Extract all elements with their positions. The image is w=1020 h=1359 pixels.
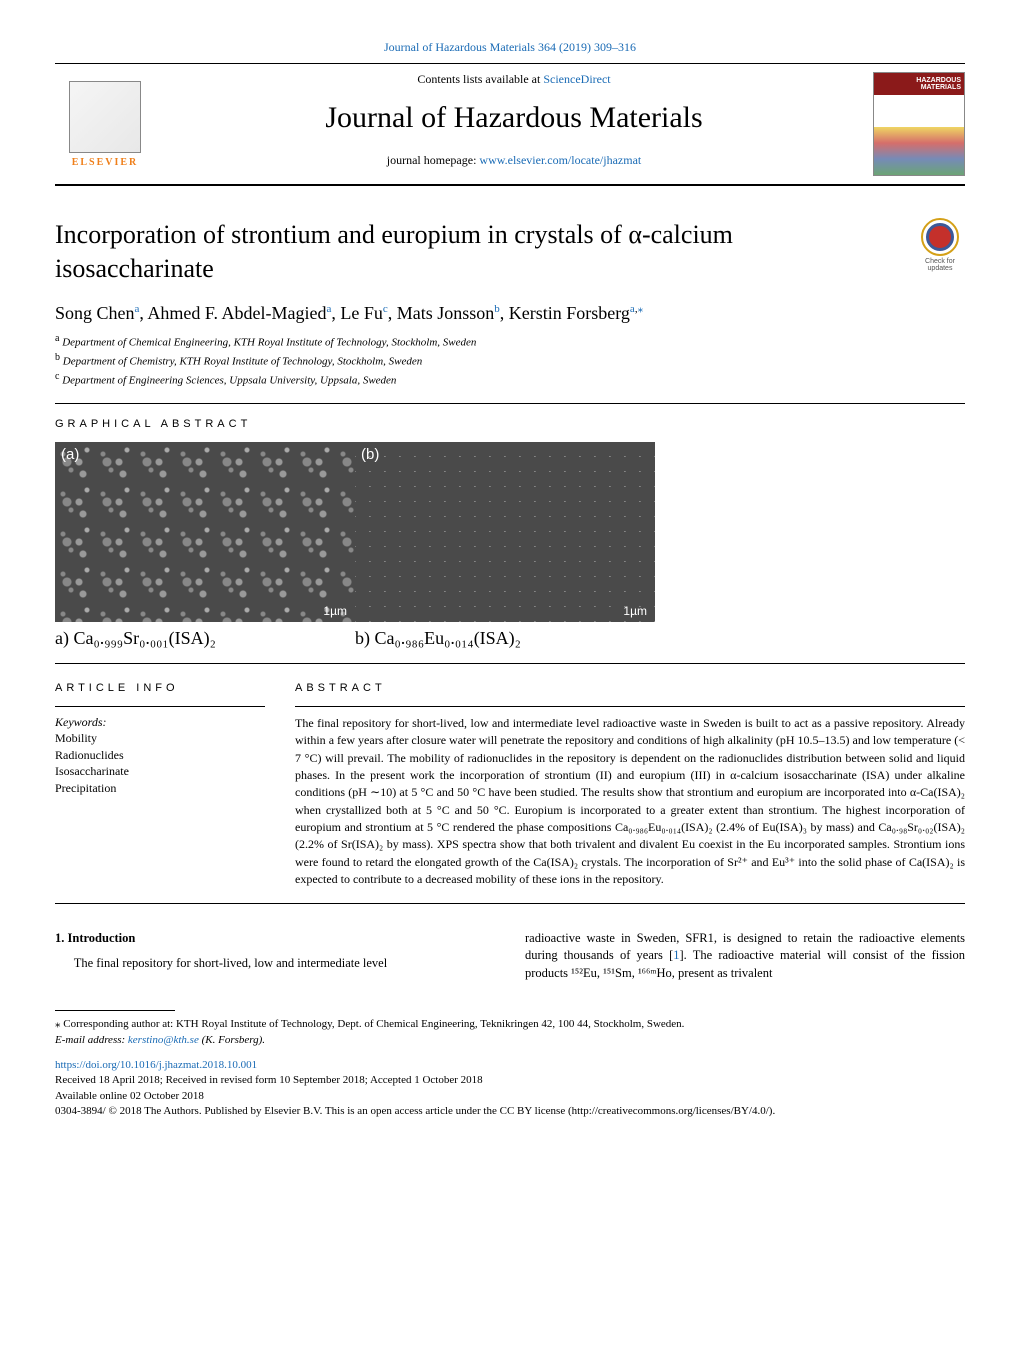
sem-image-b: (b) 1µm bbox=[355, 442, 655, 622]
keyword-item: Isosaccharinate bbox=[55, 763, 265, 780]
doi-link[interactable]: https://doi.org/10.1016/j.jhazmat.2018.1… bbox=[55, 1059, 257, 1071]
divider bbox=[55, 903, 965, 904]
sem-image-a: (a) 1µm bbox=[55, 442, 355, 622]
journal-masthead: Journal of Hazardous Materials bbox=[155, 101, 873, 135]
check-updates-badge[interactable]: Check for updates bbox=[915, 218, 965, 272]
header-center: Contents lists available at ScienceDirec… bbox=[155, 64, 873, 184]
page-container: Journal of Hazardous Materials 364 (2019… bbox=[0, 0, 1020, 1359]
abstract-col: ABSTRACT The final repository for short-… bbox=[295, 678, 965, 889]
footer-rule bbox=[55, 1010, 175, 1011]
article-title: Incorporation of strontium and europium … bbox=[55, 218, 895, 286]
homepage-link[interactable]: www.elsevier.com/locate/jhazmat bbox=[479, 153, 641, 167]
cover-title: HAZARDOUS MATERIALS bbox=[874, 73, 964, 95]
citation-header: Journal of Hazardous Materials 364 (2019… bbox=[55, 40, 965, 55]
elsevier-tree-icon bbox=[69, 81, 141, 153]
info-abstract-row: ARTICLE INFO Keywords: MobilityRadionucl… bbox=[55, 678, 965, 889]
intro-col-2: radioactive waste in Sweden, SFR1, is de… bbox=[525, 930, 965, 983]
homepage-line: journal homepage: www.elsevier.com/locat… bbox=[155, 153, 873, 168]
contents-line: Contents lists available at ScienceDirec… bbox=[155, 72, 873, 87]
sem-scale-a: 1µm bbox=[323, 604, 347, 618]
title-row: Incorporation of strontium and europium … bbox=[55, 218, 965, 286]
graphical-abstract-label: GRAPHICAL ABSTRACT bbox=[55, 418, 965, 430]
check-updates-label: Check for updates bbox=[915, 258, 965, 272]
publisher-name: ELSEVIER bbox=[72, 157, 139, 168]
email-line: E-mail address: kerstino@kth.se (K. Fors… bbox=[55, 1033, 965, 1048]
copyright-line: 0304-3894/ © 2018 The Authors. Published… bbox=[55, 1104, 965, 1119]
introduction-row: 1. Introduction The final repository for… bbox=[55, 930, 965, 983]
crossmark-icon bbox=[921, 218, 959, 256]
divider bbox=[55, 403, 965, 404]
doi-line: https://doi.org/10.1016/j.jhazmat.2018.1… bbox=[55, 1058, 965, 1073]
journal-header: ELSEVIER Contents lists available at Sci… bbox=[55, 63, 965, 186]
footer-block: ⁎ Corresponding author at: KTH Royal Ins… bbox=[55, 1010, 965, 1119]
available-line: Available online 02 October 2018 bbox=[55, 1089, 965, 1104]
keyword-item: Precipitation bbox=[55, 780, 265, 797]
graphical-abstract: (a) 1µm (b) 1µm a) Ca₀.₉₉₉Sr₀.₀₀₁(ISA)₂ … bbox=[55, 442, 965, 649]
article-info-col: ARTICLE INFO Keywords: MobilityRadionucl… bbox=[55, 678, 265, 889]
received-line: Received 18 April 2018; Received in revi… bbox=[55, 1073, 965, 1088]
authors-line: Song Chena, Ahmed F. Abdel-Magieda, Le F… bbox=[55, 302, 965, 324]
keywords-label: Keywords: bbox=[55, 715, 265, 730]
intro-para-1: The final repository for short-lived, lo… bbox=[55, 955, 495, 973]
intro-col-1: 1. Introduction The final repository for… bbox=[55, 930, 495, 983]
article-info-label: ARTICLE INFO bbox=[55, 682, 265, 694]
email-link[interactable]: kerstino@kth.se bbox=[128, 1034, 199, 1046]
affiliation-c: c Department of Engineering Sciences, Up… bbox=[55, 370, 965, 389]
sem-scale-b: 1µm bbox=[623, 604, 647, 618]
keyword-item: Mobility bbox=[55, 730, 265, 747]
affiliation-b: b Department of Chemistry, KTH Royal Ins… bbox=[55, 351, 965, 370]
abstract-label: ABSTRACT bbox=[295, 682, 965, 694]
keywords-list: MobilityRadionuclidesIsosaccharinatePrec… bbox=[55, 730, 265, 797]
ga-images: (a) 1µm (b) 1µm bbox=[55, 442, 965, 622]
corresponding-author: ⁎ Corresponding author at: KTH Royal Ins… bbox=[55, 1017, 965, 1032]
journal-cover-thumb: HAZARDOUS MATERIALS bbox=[873, 72, 965, 176]
ga-captions: a) Ca₀.₉₉₉Sr₀.₀₀₁(ISA)₂ b) Ca₀.₉₈₆Eu₀.₀₁… bbox=[55, 628, 965, 649]
sciencedirect-link[interactable]: ScienceDirect bbox=[543, 72, 610, 86]
keyword-item: Radionuclides bbox=[55, 747, 265, 764]
cover-image bbox=[874, 95, 964, 175]
ga-caption-a: a) Ca₀.₉₉₉Sr₀.₀₀₁(ISA)₂ bbox=[55, 628, 355, 649]
intro-heading: 1. Introduction bbox=[55, 930, 495, 948]
citation-link[interactable]: Journal of Hazardous Materials 364 (2019… bbox=[384, 40, 636, 54]
affiliation-a: a Department of Chemical Engineering, KT… bbox=[55, 332, 965, 351]
affiliations-block: a Department of Chemical Engineering, KT… bbox=[55, 332, 965, 389]
divider bbox=[55, 663, 965, 664]
sem-label-b: (b) bbox=[361, 446, 379, 463]
ga-caption-b: b) Ca₀.₉₈₆Eu₀.₀₁₄(ISA)₂ bbox=[355, 628, 655, 649]
abstract-text: The final repository for short-lived, lo… bbox=[295, 715, 965, 889]
publisher-logo: ELSEVIER bbox=[55, 64, 155, 184]
sem-label-a: (a) bbox=[61, 446, 79, 463]
